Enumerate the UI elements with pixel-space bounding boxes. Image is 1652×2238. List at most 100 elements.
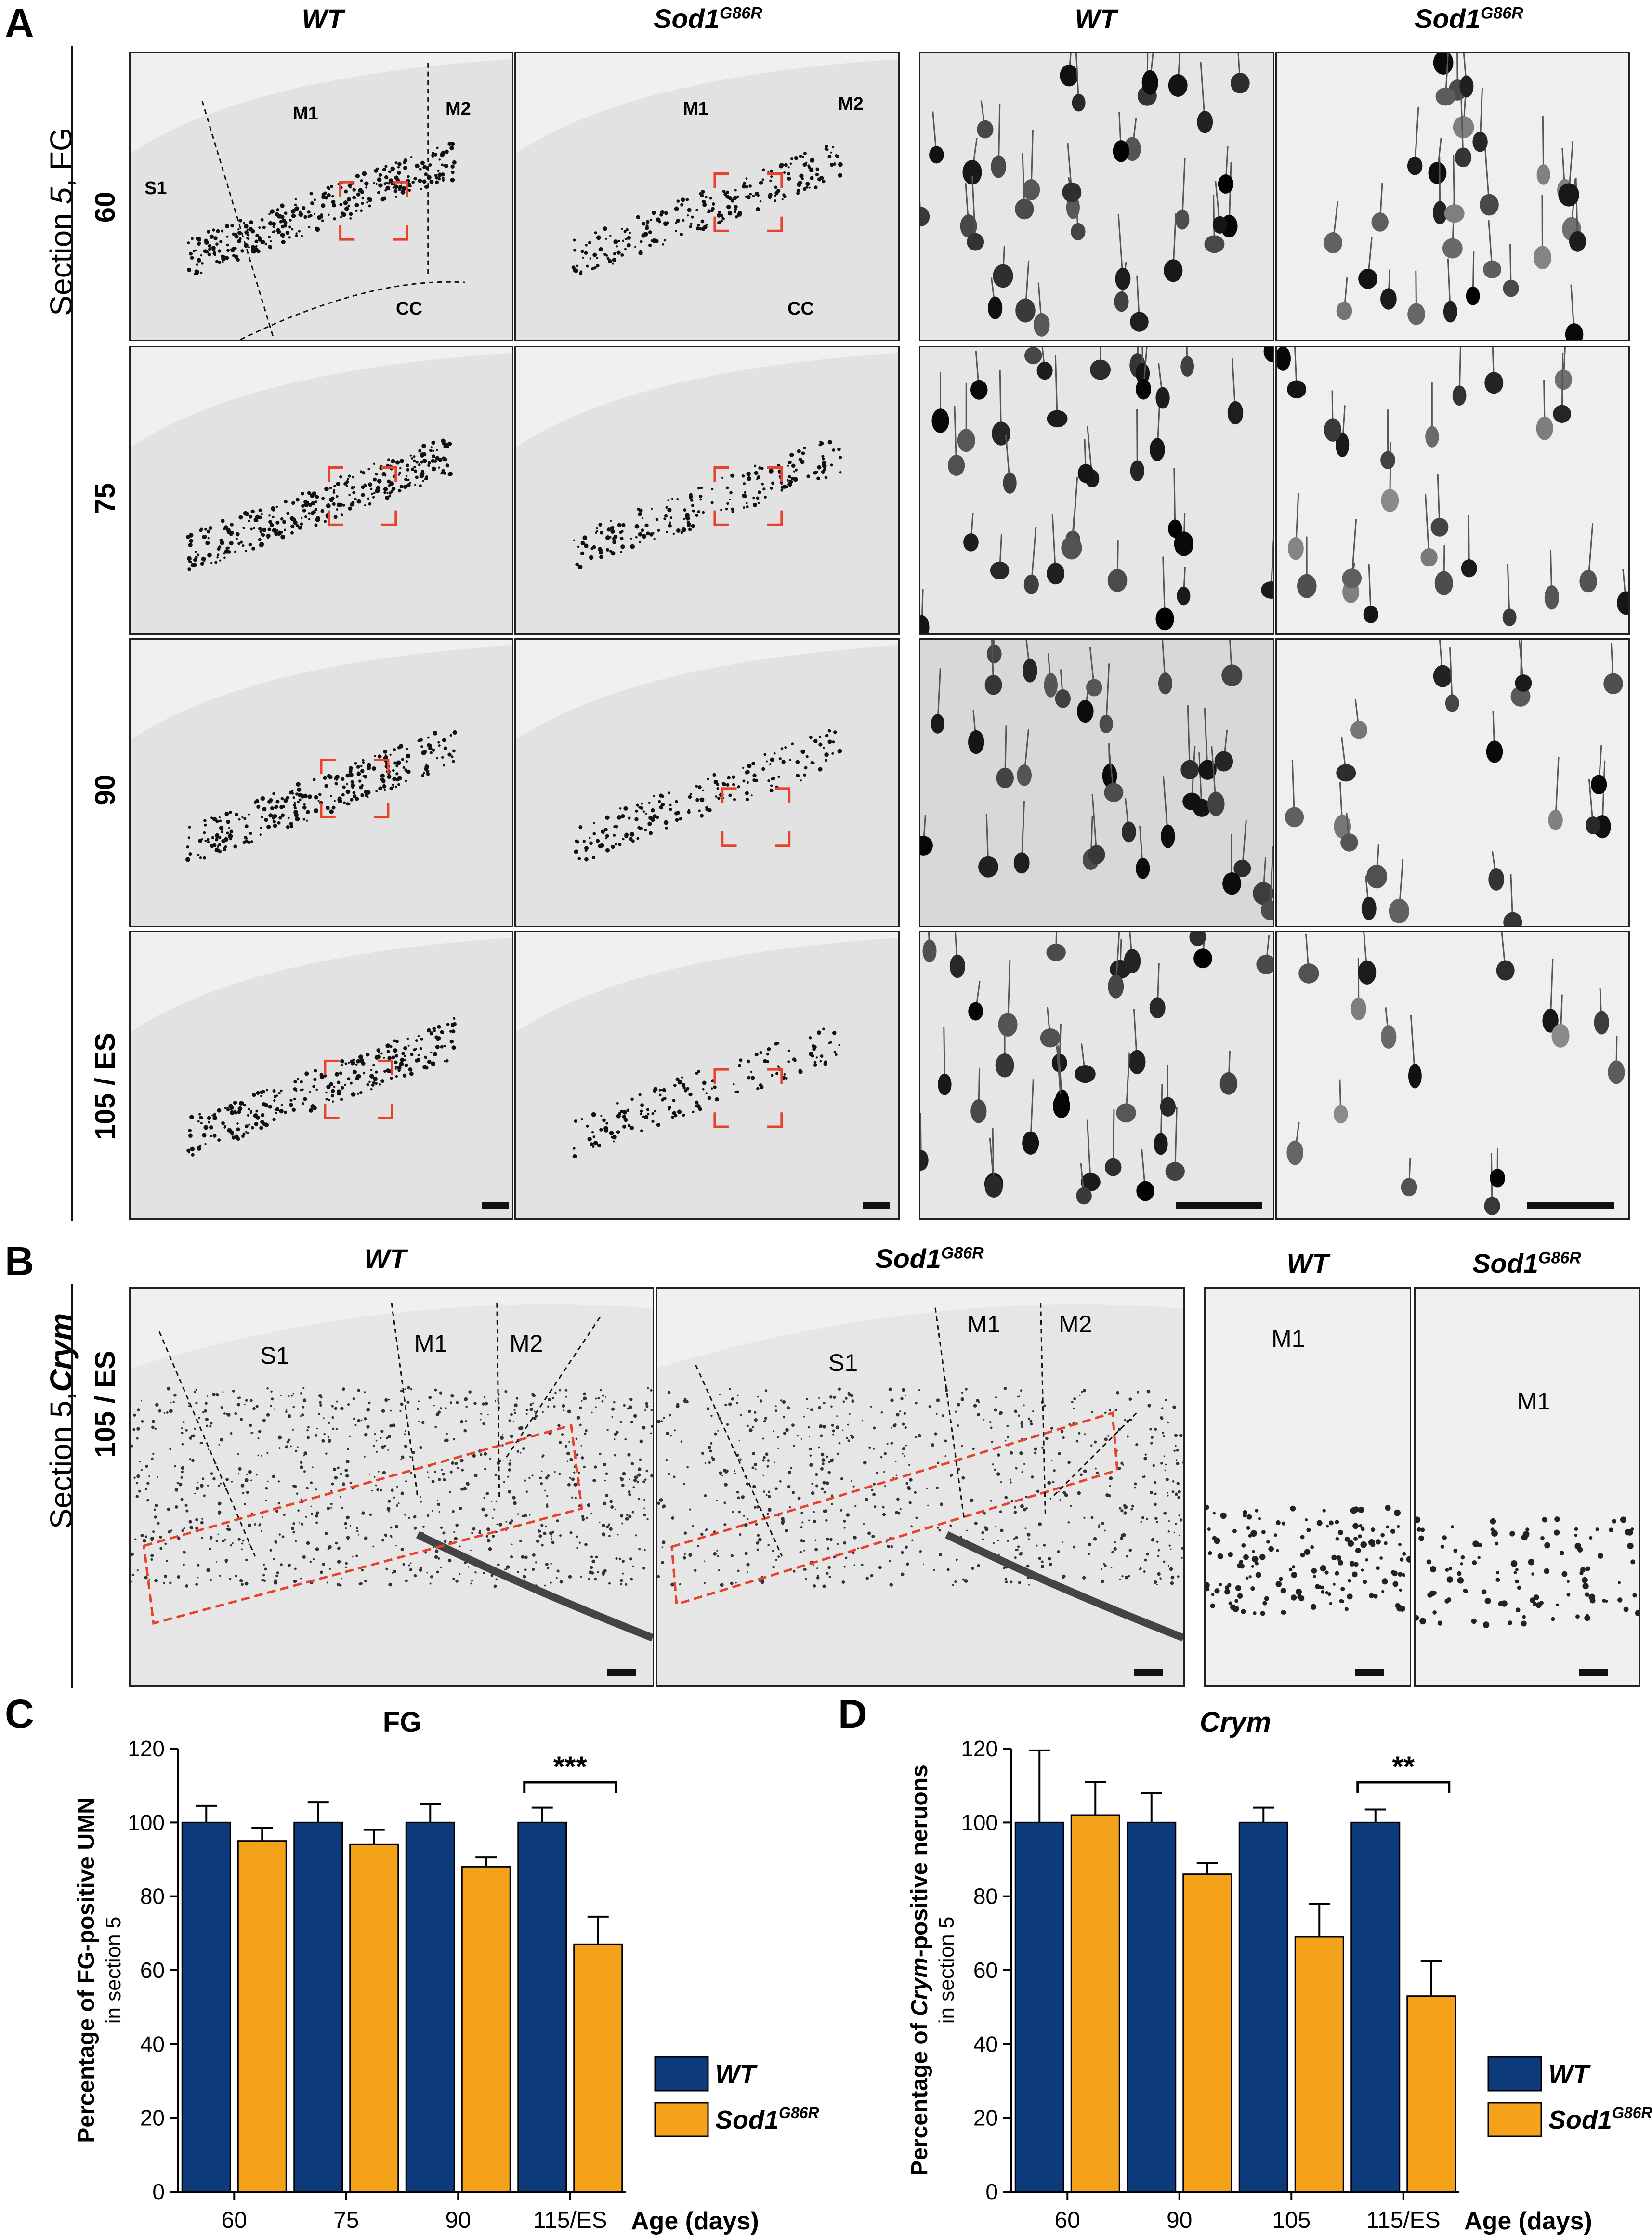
y-tick-label: 100 <box>961 1810 998 1835</box>
x-axis-label: Age (days) <box>1464 2207 1592 2235</box>
y-axis-label: Percentage of Crym-positive neruons <box>907 1764 932 2176</box>
panel-a-row-label-75: 75 <box>90 483 121 514</box>
panel-a-row-label-90: 90 <box>90 774 121 806</box>
y-tick-label: 40 <box>140 2031 165 2056</box>
panel-b-side-label: Section 5,Crym <box>44 1313 79 1529</box>
bar-wt <box>517 1821 567 2193</box>
scale-bar <box>1579 1669 1608 1676</box>
x-tick-label: 105 <box>1272 2208 1311 2233</box>
x-tick-label: 90 <box>446 2208 471 2233</box>
significance-label: ** <box>1392 1751 1415 1783</box>
fg-section-sod1-row-3 <box>514 638 900 927</box>
y-tick-label: 0 <box>152 2179 165 2204</box>
legend-swatch-wt <box>1487 2056 1542 2092</box>
bar-wt <box>1350 1821 1401 2193</box>
x-axis-label: Age (days) <box>631 2207 759 2235</box>
panel-b-row-label: 105 / ES <box>90 1350 121 1458</box>
x-tick-label: 60 <box>222 2208 247 2233</box>
bar-sod1 <box>573 1943 623 2193</box>
panel-a-letter: A <box>5 0 34 46</box>
scale-bar <box>1527 1202 1614 1209</box>
bar-wt <box>1014 1821 1064 2193</box>
scale-bar <box>607 1669 636 1676</box>
region-m2-label-sod1: M2 <box>838 94 864 114</box>
y-axis-label-line2: in section 5 <box>935 1917 958 2024</box>
y-tick-label: 120 <box>128 1736 165 1761</box>
y-tick-label: 0 <box>985 2179 998 2204</box>
panel-b-col-header-sod1: Sod1G86R <box>875 1243 984 1274</box>
bar-wt <box>1127 1821 1177 2193</box>
legend-swatch-sod1 <box>1487 2102 1542 2137</box>
x-tick-label: 75 <box>333 2208 359 2233</box>
chart-c-fg: FG 0 20 40 60 80 100 120 Percentage of FG-positi… <box>74 1707 819 2235</box>
x-tick-label: 115/ES <box>1366 2208 1441 2233</box>
fg-section-wt-row-2 <box>129 346 513 635</box>
panel-b-side-bracket <box>71 1284 73 1688</box>
b-region-m2-wt: M2 <box>510 1330 543 1357</box>
legend-label-sod1: Sod1G86R <box>1548 2104 1652 2134</box>
region-cc-label-sod1: CC <box>787 299 814 319</box>
significance-bracket <box>523 1781 617 1793</box>
y-tick-label: 60 <box>973 1958 998 1983</box>
legend-label-wt: WT <box>715 2060 758 2089</box>
crym-section-sod1 <box>656 1287 1185 1687</box>
bar-sod1 <box>1070 1814 1120 2193</box>
crym-zoom-wt <box>1204 1287 1411 1687</box>
y-tick-label: 40 <box>973 2031 998 2056</box>
region-m1-label: M1 <box>293 104 318 124</box>
panel-a-side-bracket <box>71 46 73 1221</box>
fg-section-wt-row-4 <box>129 931 513 1220</box>
crym-section-wt <box>129 1287 654 1687</box>
fg-zoom-wt-row-3 <box>919 638 1274 927</box>
bar-sod1 <box>1182 1873 1232 2193</box>
fg-zoom-sod1-row-3 <box>1275 638 1630 927</box>
legend-label-wt: WT <box>1548 2060 1591 2089</box>
scale-bar <box>1355 1669 1384 1676</box>
panel-d-letter: D <box>838 1691 867 1737</box>
y-axis-label: Percentage of FG-positive UMN <box>74 1797 99 2143</box>
panel-a-col-header-sod1-zoom: Sod1G86R <box>1415 3 1523 34</box>
b-region-s1-wt: S1 <box>260 1342 290 1369</box>
panel-a-row-label-60: 60 <box>90 191 121 223</box>
bar-sod1 <box>461 1866 511 2193</box>
region-cc-label: CC <box>396 299 422 319</box>
b-region-s1-sod1: S1 <box>828 1349 858 1376</box>
crym-zoom-sod1 <box>1414 1287 1640 1687</box>
panel-b-letter: B <box>5 1238 34 1284</box>
significance-bracket <box>1356 1781 1451 1793</box>
fg-zoom-sod1-row-4 <box>1275 931 1630 1220</box>
panel-c-letter: C <box>5 1691 34 1737</box>
panel-a-col-header-wt: WT <box>302 3 344 34</box>
fg-section-wt-row-3 <box>129 638 513 927</box>
bar-sod1 <box>237 1840 287 2193</box>
fg-zoom-wt-row-4 <box>919 931 1274 1220</box>
b-region-m1-sod1: M1 <box>967 1311 1001 1338</box>
x-tick-label: 115/ES <box>533 2208 607 2233</box>
b-region-m1-sod1-zoom: M1 <box>1517 1388 1551 1415</box>
region-s1-label: S1 <box>144 178 167 198</box>
b-region-m1-wt-zoom: M1 <box>1272 1325 1305 1352</box>
fg-section-sod1-row-4 <box>514 931 900 1220</box>
y-tick-label: 80 <box>140 1884 165 1909</box>
fg-zoom-sod1-row-1 <box>1275 52 1630 341</box>
bar-wt <box>293 1821 343 2193</box>
fg-zoom-wt-row-2 <box>919 346 1274 635</box>
region-m2-label: M2 <box>446 99 471 119</box>
fg-zoom-wt-row-1 <box>919 52 1274 341</box>
scale-bar <box>482 1202 509 1209</box>
scale-bar <box>1176 1202 1262 1209</box>
legend-swatch-wt <box>654 2056 709 2092</box>
panel-b-col-header-wt: WT <box>364 1243 406 1274</box>
fg-section-sod1-row-2 <box>514 346 900 635</box>
scale-bar <box>1134 1669 1163 1676</box>
chart-d-crym: Crym 0 20 40 60 80 100 120 Percentage of Crym-po… <box>907 1707 1652 2235</box>
chart-title: FG <box>383 1707 422 1738</box>
panel-b-col-header-sod1-zoom: Sod1G86R <box>1472 1248 1581 1278</box>
scale-bar <box>863 1202 890 1209</box>
y-tick-label: 80 <box>973 1884 998 1909</box>
panel-a-col-header-wt-zoom: WT <box>1075 3 1117 34</box>
b-region-m2-sod1: M2 <box>1059 1311 1092 1338</box>
chart-title: Crym <box>1200 1707 1271 1738</box>
bar-wt <box>181 1821 231 2193</box>
x-tick-label: 90 <box>1167 2208 1192 2233</box>
